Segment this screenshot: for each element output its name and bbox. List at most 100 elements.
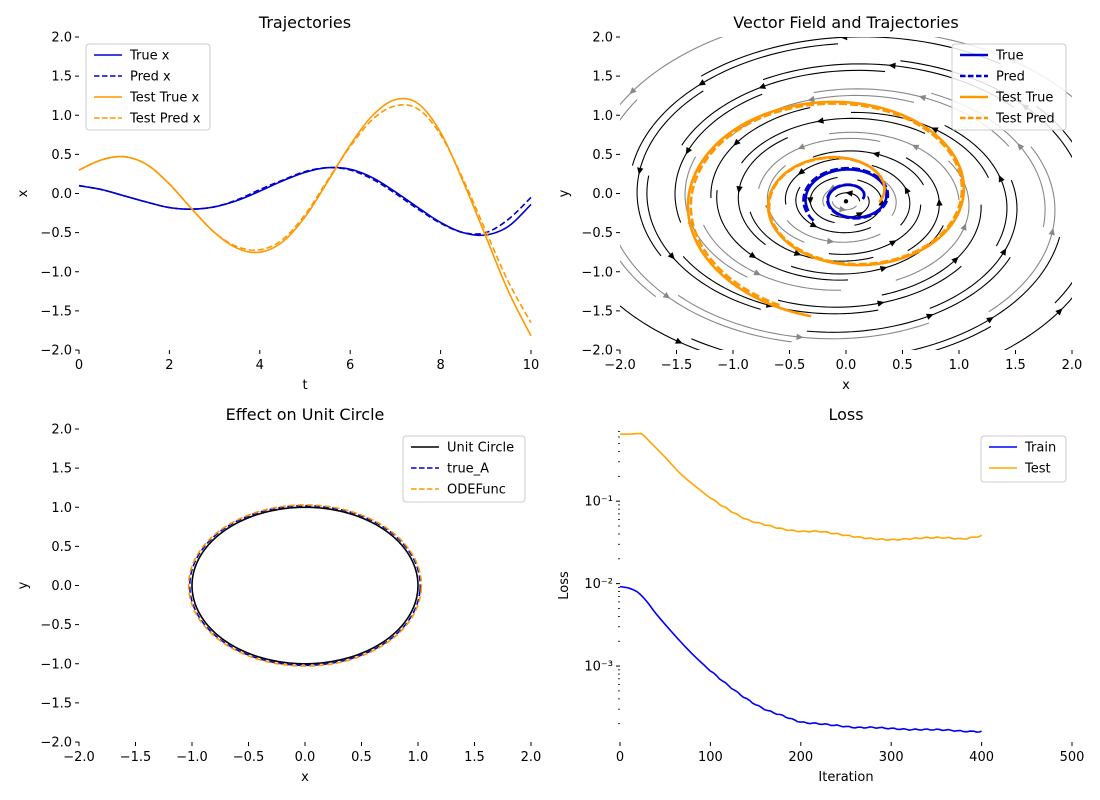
legend-item: Pred	[960, 70, 1025, 85]
streamline	[777, 265, 962, 308]
legend: True x Pred x Test True x Test Pred x	[85, 43, 211, 131]
unit-circle-chart: Effect on Unit Circle −2.0 −1.5 −1.0 −0.5 0.0…	[16, 405, 541, 785]
streamline	[881, 204, 982, 296]
x-tick-label: 100	[698, 750, 723, 765]
x-tick-label: 0.5	[351, 750, 372, 765]
y-tick-label: −1.5	[40, 696, 72, 711]
streamline	[620, 244, 792, 343]
legend-item: true_A	[411, 462, 489, 477]
x-tick-label: −1.0	[717, 358, 749, 373]
streamline	[620, 37, 724, 106]
y-tick-label: 2.0	[51, 423, 72, 438]
chart-title: Loss	[828, 405, 863, 424]
y-tick-label: −2.0	[40, 736, 72, 751]
series-line-test	[619, 432, 983, 542]
streamline-arrow	[809, 221, 818, 228]
streamline	[737, 137, 789, 246]
series-line-test-true-x	[78, 97, 532, 337]
streamline-arrow	[793, 249, 802, 256]
streamline-arrow	[797, 168, 806, 175]
chart-title: Vector Field and Trajectories	[733, 13, 958, 32]
streamline-arrow	[960, 223, 967, 231]
streamline-arrow	[840, 37, 848, 41]
y-axis-label: y	[16, 581, 31, 589]
legend-item: ODEFunc	[411, 483, 506, 498]
streamline-arrow	[797, 143, 806, 150]
streamline-arrow	[998, 174, 1005, 183]
y-tick-label: 0.5	[592, 148, 613, 163]
streamline	[944, 124, 1008, 247]
streamline-arrow	[753, 269, 762, 276]
y-tick-label: 0.5	[51, 148, 72, 163]
streamline-arrow	[748, 251, 757, 259]
y-tick-label: 10⁻¹	[584, 495, 613, 510]
chart-title: Trajectories	[258, 13, 351, 32]
y-tick-label: −1.0	[40, 265, 72, 280]
y-tick-label: 0.0	[592, 187, 613, 202]
streamline-arrow	[675, 337, 683, 344]
x-tick-label: 1.0	[949, 358, 970, 373]
legend: True Pred Test True Test Pred	[951, 43, 1067, 131]
legend-label: True	[995, 49, 1024, 64]
streamline-arrow	[796, 333, 804, 340]
x-tick-label: 300	[879, 750, 904, 765]
y-tick-label: 0.0	[51, 579, 72, 594]
legend: Unit Circle true_A ODEFunc	[402, 435, 526, 503]
streamline-arrow	[999, 248, 1007, 256]
streamline-arrow	[733, 138, 741, 146]
streamline-arrow	[662, 291, 671, 299]
x-tick-label: 1.5	[1005, 358, 1026, 373]
x-tick-label: 0.0	[295, 750, 316, 765]
streamline-arrow	[1055, 308, 1063, 316]
y-tick-label: −1.0	[581, 265, 613, 280]
x-axis-label: x	[301, 770, 309, 785]
streamline-arrow	[807, 197, 814, 205]
streamline-arrow	[918, 94, 927, 102]
x-tick-label: −1.0	[176, 750, 208, 765]
legend-label: Test Pred x	[129, 112, 201, 127]
x-tick-label: 10	[523, 358, 540, 373]
chart-title: Effect on Unit Circle	[226, 405, 385, 424]
streamline	[895, 160, 970, 281]
legend-label: Unit Circle	[447, 441, 514, 456]
y-tick-label: −1.0	[40, 657, 72, 672]
streamline	[677, 294, 930, 340]
streamline-arrow	[685, 146, 693, 155]
streamline-arrow	[637, 167, 644, 175]
series-line-test-pred-x	[78, 104, 532, 324]
series-spiral-test-pred	[689, 102, 964, 308]
series-ellipse-unit-circle	[191, 506, 419, 665]
legend-label: True x	[129, 49, 170, 64]
x-tick-label: −1.5	[661, 358, 693, 373]
streamline-arrow	[951, 256, 959, 264]
y-axis-label: x	[16, 189, 31, 197]
x-tick-label: 0	[616, 750, 624, 765]
streamline-arrow	[925, 313, 934, 320]
streamline-arrow	[986, 316, 994, 324]
x-tick-label: 500	[1060, 750, 1085, 765]
x-tick-label: 1.0	[408, 750, 429, 765]
x-tick-label: 2.0	[521, 750, 542, 765]
series-line-pred-x	[78, 166, 532, 235]
legend-label: Pred x	[130, 70, 171, 85]
legend-item: Test True x	[94, 91, 199, 106]
y-tick-label: −0.5	[581, 226, 613, 241]
streamline-arrow	[629, 87, 637, 95]
y-axis-label: y	[557, 189, 572, 197]
y-tick-label: −2.0	[40, 344, 72, 359]
series-ellipse-true-a	[188, 504, 422, 667]
streamline-arrow	[930, 127, 939, 134]
y-tick-label: 1.5	[51, 70, 72, 85]
legend-item: Pred x	[94, 70, 171, 85]
streamline	[910, 236, 1061, 350]
loss-chart: Loss 0 100 200 300 400 500 10⁻³ 10⁻² 10⁻¹ Iteratio…	[557, 405, 1084, 785]
legend-frame	[951, 43, 1067, 131]
vector-field-chart: Vector Field and Trajectories −2.0 −1.5 −1.…	[557, 13, 1082, 393]
legend-label: Train	[1024, 441, 1056, 456]
y-tick-label: 2.0	[51, 31, 72, 46]
streamline	[786, 220, 881, 243]
legend-label: Test True x	[129, 91, 199, 106]
legend-item: True x	[94, 49, 170, 64]
streamline-arrow	[879, 266, 888, 273]
